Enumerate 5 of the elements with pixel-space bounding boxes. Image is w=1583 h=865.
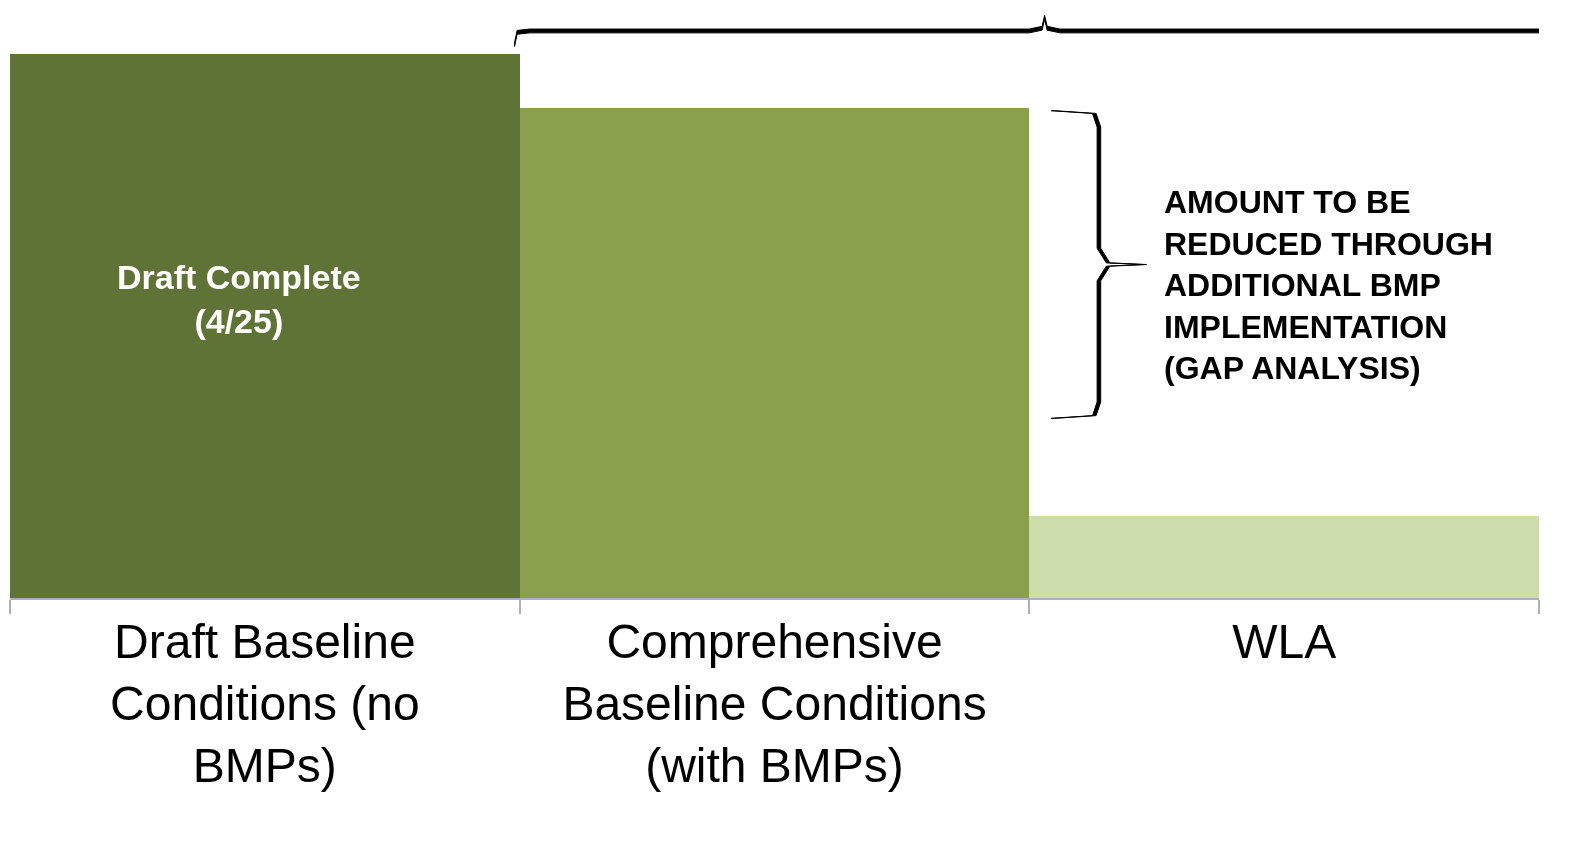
x-tick-label: WLA xyxy=(1232,614,1337,668)
x-tick-label: Draft Baseline Conditions (no BMPs) xyxy=(110,614,420,793)
x-tick-label: Comprehensive Baseline Conditions (with BMPs) xyxy=(562,614,987,793)
annotation: Draft Complete (4/25) xyxy=(117,258,361,341)
annotation: AMOUNT TO BE REDUCED THROUGH ADDITIONAL BMP IMPLEMENTATION (GAP ANALYSIS) xyxy=(1164,184,1493,387)
